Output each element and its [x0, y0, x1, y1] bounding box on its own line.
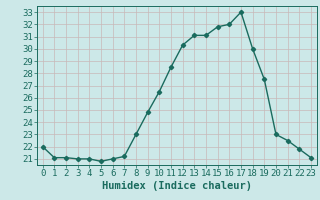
X-axis label: Humidex (Indice chaleur): Humidex (Indice chaleur) [102, 181, 252, 191]
